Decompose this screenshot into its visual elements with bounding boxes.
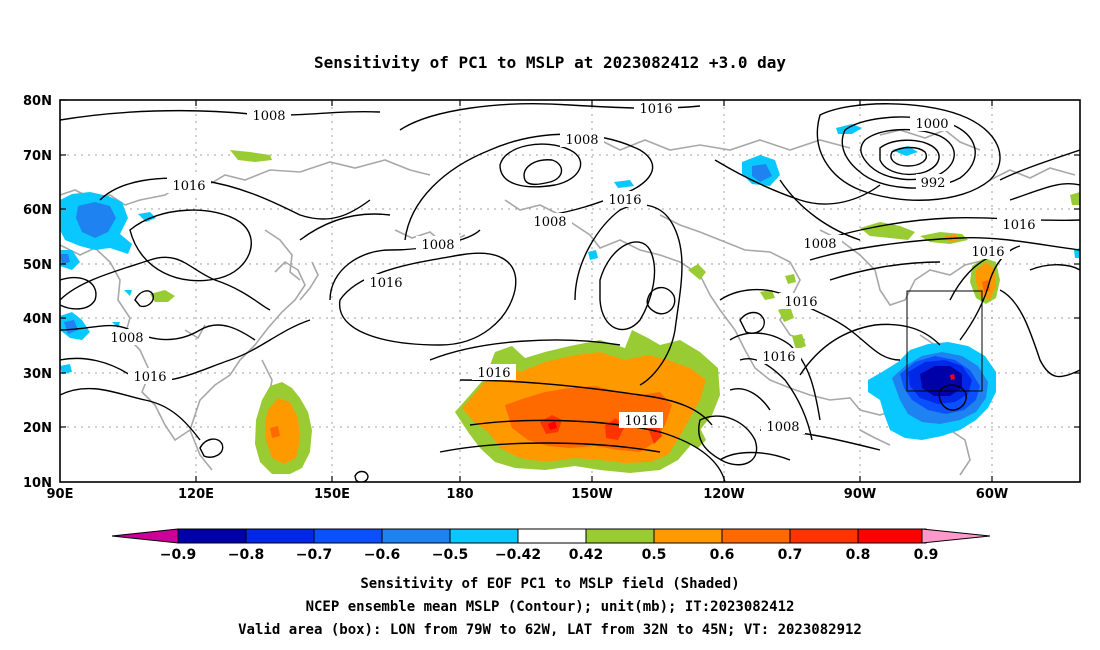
colorbar-label: 0.42 — [569, 547, 604, 563]
contour-label: 1016 — [603, 191, 647, 208]
caption-line-3: Valid area (box): LON from 79W to 62W, L… — [238, 622, 862, 638]
contour-label: 1008 — [761, 418, 805, 435]
colorbar-swatches — [177, 528, 927, 544]
lon-label: 120E — [178, 487, 214, 502]
lat-label: 80N — [23, 94, 52, 109]
axis-ticks — [60, 99, 1080, 482]
figure-title: Sensitivity of PC1 to MSLP at 2023082412… — [314, 53, 786, 72]
contour-label: 1008 — [560, 131, 604, 148]
svg-text:1008: 1008 — [533, 215, 566, 230]
colorbar-label: −0.6 — [364, 547, 401, 563]
svg-text:1016: 1016 — [608, 193, 641, 208]
colorbar-label: −0.5 — [432, 547, 469, 563]
svg-text:1016: 1016 — [971, 245, 1004, 260]
mslp-contours — [60, 103, 1080, 482]
colorbar-swatch — [177, 528, 247, 544]
colorbar-label: −0.42 — [495, 547, 541, 563]
lat-label: 10N — [23, 476, 52, 491]
svg-text:1016: 1016 — [477, 366, 510, 381]
colorbar-label: 0.7 — [778, 547, 803, 563]
lon-label: 90W — [844, 487, 876, 502]
colorbar-label: −0.8 — [228, 547, 265, 563]
lat-label: 30N — [23, 367, 52, 382]
colorbar-swatch — [585, 528, 655, 544]
caption-line-2: NCEP ensemble mean MSLP (Contour); unit(… — [306, 599, 795, 615]
svg-text:1016: 1016 — [639, 102, 672, 117]
svg-text:1016: 1016 — [172, 179, 205, 194]
lon-label: 60W — [976, 487, 1008, 502]
colorbar-swatch — [449, 528, 519, 544]
lat-label: 40N — [23, 312, 52, 327]
contour-label: 1008 — [798, 235, 842, 252]
colorbar-swatch — [721, 528, 791, 544]
lon-label: 150E — [314, 487, 350, 502]
colorbar-swatch — [517, 528, 587, 544]
colorbar-swatch — [245, 528, 315, 544]
colorbar: −0.9 −0.8 −0.7 −0.6 −0.5 −0.42 0.42 0.5 0.6 0.7 0.… — [111, 528, 991, 563]
contour-label: 1016 — [757, 348, 801, 365]
lat-label: 70N — [23, 149, 52, 164]
colorbar-right-triangle — [921, 528, 991, 544]
lon-label: 150W — [571, 487, 612, 502]
colorbar-swatch — [313, 528, 383, 544]
svg-text:1008: 1008 — [421, 238, 454, 253]
lon-label: 120W — [703, 487, 744, 502]
svg-text:1008: 1008 — [803, 237, 836, 252]
colorbar-label: −0.7 — [296, 547, 333, 563]
contour-label: 1016 — [634, 100, 678, 117]
caption-line-1: Sensitivity of EOF PC1 to MSLP field (Sh… — [360, 576, 739, 592]
lon-label: 180 — [446, 487, 473, 502]
colorbar-swatch — [653, 528, 723, 544]
colorbar-labels: −0.9 −0.8 −0.7 −0.6 −0.5 −0.42 0.42 0.5 0.6 0.7 0.… — [160, 547, 939, 563]
svg-text:1016: 1016 — [762, 350, 795, 365]
contour-label: 1016 — [128, 368, 172, 385]
contour-label: 1008 — [247, 107, 291, 124]
contour-label: 1016 — [472, 364, 516, 381]
contour-label: 1016 — [364, 274, 408, 291]
colorbar-label: 0.6 — [710, 547, 735, 563]
svg-text:1016: 1016 — [784, 295, 817, 310]
svg-text:992: 992 — [921, 176, 946, 191]
contour-label: 1008 — [105, 329, 149, 346]
colorbar-left-triangle — [111, 528, 179, 544]
contour-label: 1016 — [167, 177, 211, 194]
lon-label: 90E — [47, 487, 74, 502]
svg-text:1008: 1008 — [110, 331, 143, 346]
contour-label: 1016 — [966, 243, 1010, 260]
contour-label: 1016 — [997, 216, 1041, 233]
graticule — [60, 100, 1080, 482]
map-frame — [59, 99, 1081, 483]
colorbar-label: 0.9 — [914, 547, 939, 563]
colorbar-label: −0.9 — [160, 547, 197, 563]
svg-text:1016: 1016 — [133, 370, 166, 385]
colorbar-label: 0.8 — [846, 547, 871, 563]
svg-text:1008: 1008 — [565, 133, 598, 148]
map-panel: 1008 1016 1016 1008 1016 1008 1016 1000 … — [23, 94, 1081, 502]
svg-text:1016: 1016 — [624, 414, 657, 429]
contour-labels: 1008 1016 1016 1008 1016 1008 1016 1000 … — [105, 100, 1041, 435]
svg-text:1000: 1000 — [915, 117, 948, 132]
colorbar-swatch — [857, 528, 927, 544]
latitude-labels: 80N 70N 60N 50N 40N 30N 20N 10N — [23, 94, 52, 491]
colorbar-swatch — [789, 528, 859, 544]
colorbar-label: 0.5 — [642, 547, 667, 563]
contour-label: 1016 — [619, 412, 663, 429]
lat-label: 50N — [23, 258, 52, 273]
lat-label: 20N — [23, 421, 52, 436]
valid-area-box — [906, 290, 983, 392]
svg-text:1008: 1008 — [252, 109, 285, 124]
contour-label: 1016 — [779, 293, 823, 310]
lat-label: 60N — [23, 203, 52, 218]
longitude-labels: 90E 120E 150E 180 150W 120W 90W 60W — [47, 487, 1009, 502]
svg-text:1008: 1008 — [766, 420, 799, 435]
figure-captions: Sensitivity of EOF PC1 to MSLP field (Sh… — [238, 576, 862, 638]
svg-text:1016: 1016 — [369, 276, 402, 291]
contour-label: 1000 — [910, 115, 954, 132]
contour-label: 992 — [916, 174, 950, 191]
contour-label: 1008 — [416, 236, 460, 253]
contour-label: 1008 — [528, 213, 572, 230]
colorbar-swatch — [381, 528, 451, 544]
svg-text:1016: 1016 — [1002, 218, 1035, 233]
